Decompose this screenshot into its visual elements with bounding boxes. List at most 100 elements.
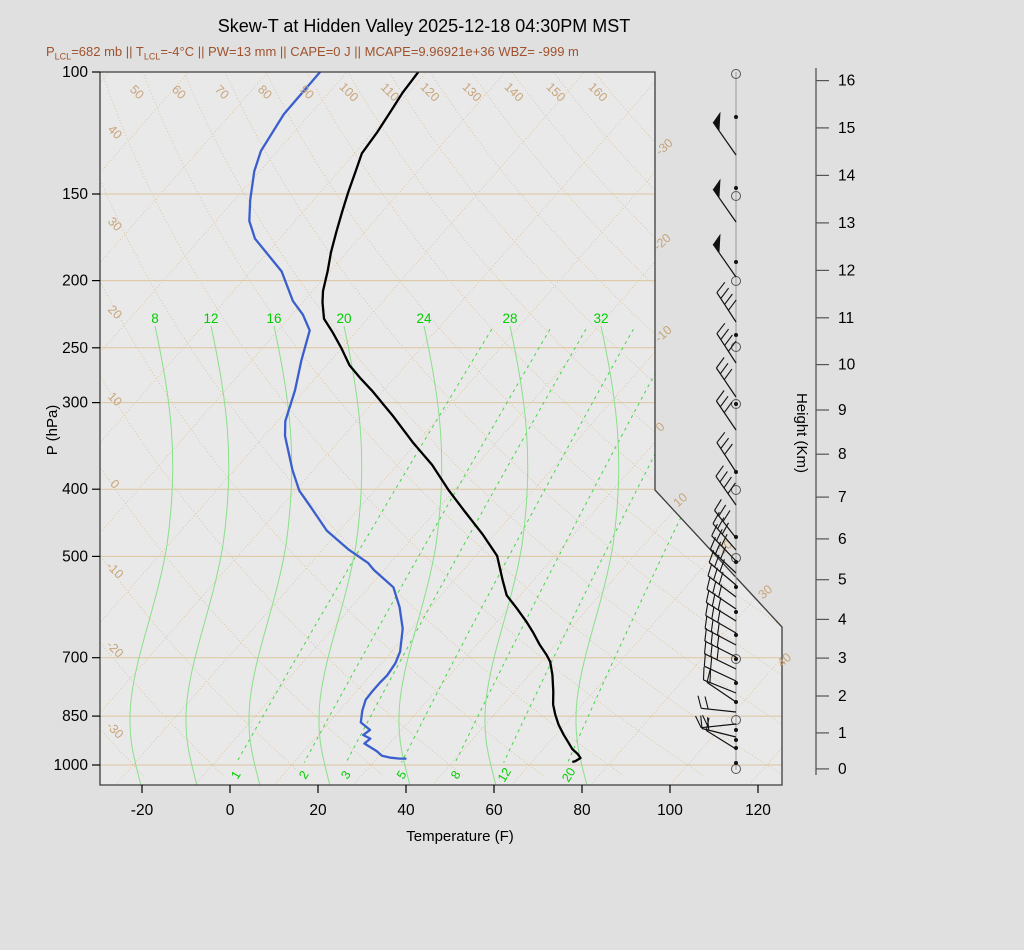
pressure-axis: 100 150 200 250 300 400 500 700 850 1000 P (hPa) xyxy=(44,64,100,774)
wind-level-dot xyxy=(734,728,738,732)
wind-barb xyxy=(715,390,737,431)
svg-text:150: 150 xyxy=(62,186,88,203)
svg-text:10: 10 xyxy=(838,357,856,374)
wind-level-dot xyxy=(734,260,738,264)
wind-barb xyxy=(697,695,737,713)
wind-barb xyxy=(711,523,737,562)
svg-text:500: 500 xyxy=(62,548,88,565)
wind-level-dot xyxy=(734,333,738,337)
wind-level-circle xyxy=(731,69,741,79)
svg-text:250: 250 xyxy=(62,340,88,357)
wind-barb xyxy=(712,233,737,278)
svg-text:12: 12 xyxy=(495,765,514,784)
plot-border xyxy=(99,71,783,786)
svg-text:11: 11 xyxy=(838,310,854,327)
svg-text:28: 28 xyxy=(502,311,517,326)
svg-text:-20: -20 xyxy=(131,802,154,819)
wind-barb-column xyxy=(695,69,741,774)
svg-text:80: 80 xyxy=(573,802,591,819)
wind-barb xyxy=(705,602,737,634)
wind-level-dot xyxy=(734,402,738,406)
wind-barb xyxy=(702,666,737,694)
svg-text:16: 16 xyxy=(838,73,855,90)
wind-barb xyxy=(704,615,737,646)
svg-text:32: 32 xyxy=(593,311,608,326)
svg-text:15: 15 xyxy=(838,120,855,137)
wind-barb xyxy=(703,640,737,670)
svg-text:4: 4 xyxy=(838,611,847,628)
wind-level-dot xyxy=(734,738,738,742)
wind-barb xyxy=(716,431,737,473)
wind-level-dot xyxy=(734,610,738,614)
svg-text:20: 20 xyxy=(309,802,327,819)
wind-barb xyxy=(706,669,737,703)
svg-text:0: 0 xyxy=(226,802,235,819)
svg-text:300: 300 xyxy=(62,395,88,412)
svg-text:9: 9 xyxy=(838,402,847,419)
wind-barb xyxy=(706,576,737,610)
wind-barb xyxy=(704,628,737,658)
wind-barb xyxy=(705,717,737,750)
temperature-trace xyxy=(321,72,582,764)
svg-text:5: 5 xyxy=(838,572,847,589)
wind-barb xyxy=(715,465,737,506)
sounding-parameters: PLCL=682 mb || TLCL=-4°C || PW=13 mm || … xyxy=(46,44,579,62)
plot-area xyxy=(100,72,782,785)
svg-text:8: 8 xyxy=(151,311,159,326)
svg-text:13: 13 xyxy=(838,215,855,232)
wind-barb xyxy=(712,178,737,223)
wind-barb xyxy=(716,281,737,323)
wind-level-dot xyxy=(734,585,738,589)
wind-level-circle xyxy=(731,191,741,201)
moist-adiabats xyxy=(129,325,620,785)
svg-text:200: 200 xyxy=(62,273,88,290)
wind-level-circle xyxy=(731,399,741,409)
wind-level-dot xyxy=(734,681,738,685)
svg-text:400: 400 xyxy=(62,481,88,498)
temperature-axis: -20 0 20 40 60 80 100 120 Temperature (F) xyxy=(131,785,771,845)
svg-text:20: 20 xyxy=(336,311,351,326)
wind-level-dot xyxy=(734,560,738,564)
mixing-ratio-lines xyxy=(236,328,775,763)
wind-barb xyxy=(712,111,737,156)
svg-text:1000: 1000 xyxy=(54,757,89,774)
svg-text:100: 100 xyxy=(657,802,683,819)
svg-text:8: 8 xyxy=(838,446,847,463)
svg-text:850: 850 xyxy=(62,708,88,725)
wind-barb xyxy=(707,563,737,598)
wind-barb xyxy=(703,653,737,682)
svg-text:100: 100 xyxy=(62,64,88,81)
svg-text:12: 12 xyxy=(203,311,218,326)
wind-barb xyxy=(716,322,737,364)
wind-level-circle xyxy=(731,485,741,495)
svg-text:3: 3 xyxy=(838,650,847,667)
svg-text:60: 60 xyxy=(485,802,503,819)
wind-level-dot xyxy=(734,657,738,661)
temperature-axis-label: Temperature (F) xyxy=(406,828,514,845)
moist-adiabat-labels: 8 12 16 20 24 28 32 xyxy=(151,311,608,326)
svg-text:14: 14 xyxy=(838,167,856,184)
wind-level-dot xyxy=(734,761,738,765)
wind-level-circle xyxy=(731,654,741,664)
page-title: Skew-T at Hidden Valley 2025-12-18 04:30… xyxy=(217,16,631,36)
svg-text:6: 6 xyxy=(838,531,847,548)
wind-level-dot xyxy=(734,186,738,190)
wind-barb xyxy=(715,357,737,398)
svg-text:700: 700 xyxy=(62,650,88,667)
wind-barb xyxy=(705,589,737,622)
svg-text:12: 12 xyxy=(838,262,855,279)
wind-level-dot xyxy=(734,633,738,637)
svg-text:20: 20 xyxy=(559,765,578,784)
svg-text:0: 0 xyxy=(838,761,847,778)
wind-barb xyxy=(712,511,737,551)
svg-text:120: 120 xyxy=(745,802,771,819)
dewpoint-trace xyxy=(248,72,407,760)
svg-text:2: 2 xyxy=(838,688,847,705)
height-axis-label: Height (Km) xyxy=(793,393,810,473)
wind-level-dot xyxy=(734,115,738,119)
svg-text:7: 7 xyxy=(838,489,847,506)
svg-text:1: 1 xyxy=(838,725,847,742)
